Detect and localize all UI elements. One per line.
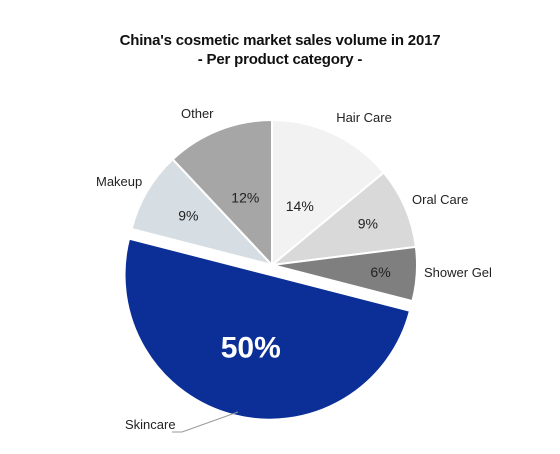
slice-category-label: Other — [181, 106, 214, 121]
slice-value-label: 9% — [358, 216, 378, 232]
slice-category-label: Makeup — [96, 174, 142, 189]
slice-category-label: Shower Gel — [424, 265, 492, 280]
pie-slice-hair-care — [271, 118, 386, 268]
slice-value-label: 6% — [370, 264, 390, 280]
slice-value-label: 14% — [286, 198, 314, 214]
label-leader-line — [172, 411, 239, 433]
chart-subtitle: - Per product category - — [197, 51, 363, 68]
slice-value-label: 9% — [178, 208, 198, 224]
pie-slice-skincare — [123, 237, 412, 421]
chart-title: China's cosmetic market sales volume in … — [119, 32, 441, 49]
pie-slice-oral-care — [268, 171, 417, 267]
slice-category-label: Hair Care — [336, 110, 392, 125]
pie-slice-shower-gel — [271, 245, 418, 303]
slice-category-label: Skincare — [125, 417, 176, 432]
slice-category-label: Oral Care — [412, 192, 468, 207]
pie-slice-other — [171, 118, 273, 268]
slice-value-label: 12% — [231, 190, 259, 206]
slice-value-label: 50% — [221, 332, 281, 365]
pie-slice-makeup — [130, 157, 276, 267]
